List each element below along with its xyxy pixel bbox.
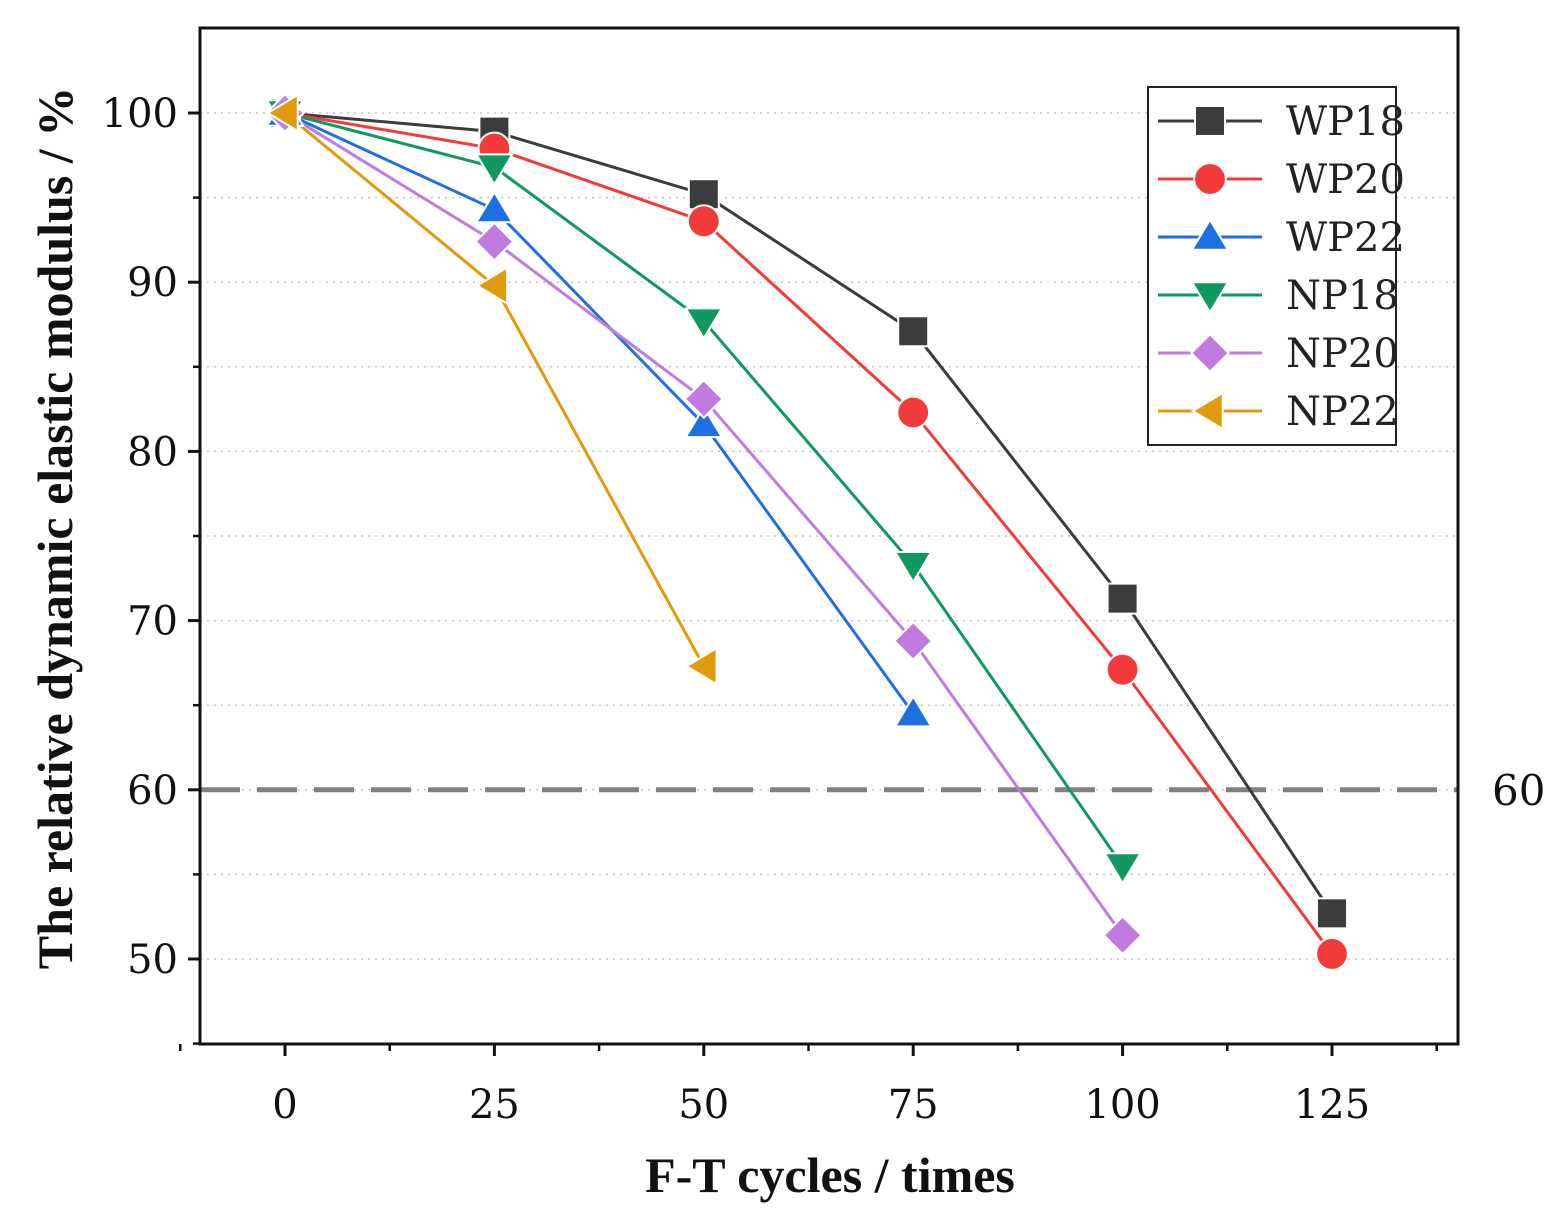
series-line-wp18 (284, 111, 1334, 915)
marker-np18-x75 (893, 551, 933, 584)
legend-marker-wp20 (1193, 162, 1227, 196)
x-tick-label-100: 100 (1084, 1082, 1160, 1128)
series-line-wp22 (284, 111, 915, 715)
y-tick-label-50: 50 (127, 937, 178, 983)
marker-np22-x50 (684, 646, 718, 687)
marker-wp22-x50 (684, 405, 724, 439)
reference-line-label: 60 (1492, 766, 1545, 815)
legend-label-np20: NP20 (1286, 331, 1399, 377)
series-line-wp20 (284, 111, 1334, 955)
legend-marker-np22 (1190, 391, 1224, 431)
marker-np18-x25 (474, 153, 515, 187)
marker-wp18-x75 (897, 315, 930, 348)
marker-np20-x100 (1102, 915, 1143, 956)
marker-wp20-x100 (1105, 652, 1140, 687)
series-markers (264, 92, 1349, 971)
legend-marker-wp22 (1190, 217, 1230, 251)
legend-marker-np18 (1190, 281, 1230, 315)
y-tick-label-100: 100 (102, 91, 178, 137)
y-axis-title: The relative dynamic elastic modulus / % (27, 87, 83, 969)
marker-np20-x25 (474, 221, 515, 262)
y-tick-label-90: 90 (127, 260, 178, 306)
legend: WP18 WP20 WP22 NP18 NP20 NP22 (1147, 86, 1405, 446)
x-tick-label-25: 25 (469, 1082, 520, 1128)
marker-np22-x0 (265, 93, 299, 133)
legend-marker-wp18 (1194, 105, 1226, 137)
marker-wp18-x100 (1106, 582, 1139, 615)
y-tick-label-80: 80 (127, 429, 178, 475)
marker-np18-x50 (684, 307, 724, 341)
legend-box (1147, 86, 1397, 446)
marker-np22-x25 (475, 265, 509, 306)
marker-np20-x75 (893, 620, 934, 662)
marker-wp22-x75 (893, 694, 933, 728)
marker-wp20-x50 (686, 204, 721, 239)
legend-label-wp20: WP20 (1286, 157, 1405, 203)
x-tick-label-0: 0 (272, 1082, 297, 1128)
legend-label-np22: NP22 (1286, 389, 1399, 435)
axis-ticks: 50 60 70 80 90 100 0 25 50 75 100 125 (102, 91, 1438, 1128)
y-tick-label-70: 70 (127, 599, 178, 645)
x-tick-label-50: 50 (678, 1082, 729, 1128)
marker-np20-x50 (683, 378, 724, 420)
marker-np18-x100 (1102, 852, 1143, 886)
marker-wp20-x125 (1315, 937, 1349, 971)
x-axis-title: F-T cycles / times (645, 1147, 1015, 1203)
marker-wp18-x125 (1316, 897, 1348, 930)
legend-marker-np20 (1189, 332, 1231, 374)
legend-label-np18: NP18 (1286, 273, 1399, 319)
x-tick-label-125: 125 (1294, 1082, 1370, 1128)
y-tick-label-60: 60 (127, 768, 178, 814)
legend-label-wp22: WP22 (1286, 215, 1405, 261)
marker-wp22-x25 (474, 190, 515, 224)
x-tick-label-75: 75 (888, 1082, 939, 1128)
legend-label-wp18: WP18 (1286, 99, 1405, 145)
marker-wp20-x75 (896, 395, 931, 430)
